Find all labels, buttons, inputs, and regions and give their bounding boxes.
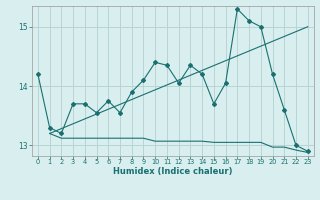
X-axis label: Humidex (Indice chaleur): Humidex (Indice chaleur) — [113, 167, 233, 176]
